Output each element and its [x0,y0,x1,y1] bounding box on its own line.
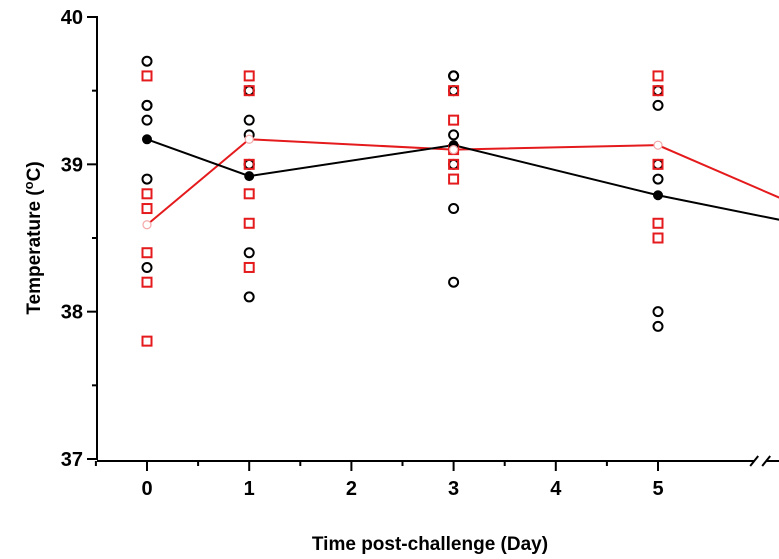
data-point-circle [141,99,153,111]
mean-marker-red [449,145,459,155]
data-point-circle [243,247,255,259]
data-point-square [243,261,255,273]
mean-line-black [146,138,779,221]
data-point-circle [243,158,255,170]
data-point-circle [652,306,664,318]
data-point-square [141,276,153,288]
data-point-square [448,85,460,97]
mean-marker-red [653,140,663,150]
data-point-circle [243,291,255,303]
data-point-square [652,217,664,229]
data-point-circle [448,276,460,288]
data-point-square [652,232,664,244]
data-point-square [448,158,460,170]
data-point-square [652,158,664,170]
x-axis-lines [97,455,779,467]
data-point-circle [652,99,664,111]
mean-marker-black [142,134,152,145]
data-point-circle [448,203,460,215]
data-point-circle [652,173,664,185]
data-point-square [243,70,255,82]
data-point-square [141,247,153,259]
data-point-circle [141,114,153,126]
x-ticks: 0123457 [94,461,664,500]
data-point-circle [243,114,255,126]
mean-marker-black [244,171,255,182]
data-point-circle [448,129,460,141]
x-axis-break-mark [749,455,759,467]
data-point-square [141,203,153,215]
mean-marker-black [653,190,663,201]
y-tick-label: 40 [61,7,83,29]
data-point-square [141,188,153,200]
data-point-square [243,217,255,229]
x-tick-label: 2 [346,478,357,500]
y-axis: 37 38 39 40 [61,7,98,471]
x-tick-label: 4 [550,478,562,500]
data-point-circle [141,261,153,273]
x-tick-label: 5 [652,478,663,500]
y-axis-title-main: Temperature ( [24,189,45,315]
y-axis-title-tail: C) [24,161,45,181]
data-point-circle [141,173,153,185]
data-point-square [141,70,153,82]
y-tick-label: 37 [61,449,83,471]
data-point-square [141,335,153,347]
data-point-square [652,70,664,82]
data-point-square [448,114,460,126]
mean-marker-red [142,220,152,230]
data-point-square [243,188,255,200]
data-point-circle [448,70,460,82]
y-ticks: 37 38 39 40 [61,7,97,471]
mean-markers [142,134,663,230]
data-point-circle [652,320,664,332]
data-point-circle [141,55,153,67]
data-point-circle [652,158,664,170]
x-axis-break-mark [761,455,771,467]
x-tick-label: 3 [448,478,459,500]
x-axis-title: Time post-challenge (Day) [312,534,548,555]
data-point-circle [243,85,255,97]
y-axis-title: Temperature (oC) [21,161,45,314]
y-tick-label: 39 [61,154,83,176]
data-point-square [243,85,255,97]
data-points [141,55,664,347]
mean-marker-red [244,134,254,144]
data-point-square [652,85,664,97]
data-point-circle [652,85,664,97]
x-tick-label: 1 [244,478,255,500]
data-point-circle [448,158,460,170]
mean-lines [146,138,779,226]
x-tick-label: 0 [141,478,152,500]
data-point-square [243,158,255,170]
y-axis-title-sup: o [21,181,36,189]
y-tick-label: 38 [61,302,83,324]
data-point-square [448,173,460,185]
data-point-circle [448,85,460,97]
mean-line-red [146,138,779,226]
x-axis: 0123457 [94,455,779,500]
